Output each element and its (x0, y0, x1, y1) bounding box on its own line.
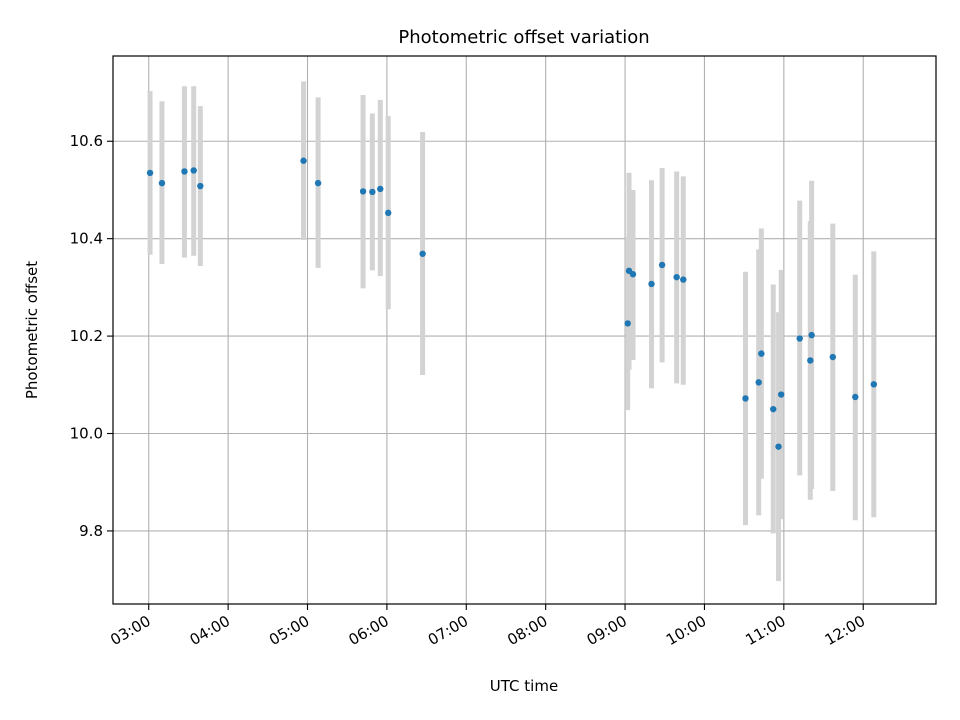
plot-frame (112, 55, 937, 605)
data-point (755, 379, 762, 386)
data-point (807, 357, 814, 364)
chart-title: Photometric offset variation (398, 27, 649, 48)
data-point (629, 271, 637, 278)
data-point (369, 188, 376, 196)
data-point (648, 280, 655, 288)
y-tick-label: 10.2 (70, 327, 103, 345)
data-point (852, 393, 859, 401)
data-point (770, 405, 777, 413)
data-point (197, 182, 204, 190)
y-tick-label: 9.8 (79, 522, 103, 540)
data-point (624, 320, 631, 327)
data-point (146, 169, 154, 177)
data-point (181, 168, 188, 175)
data-point (658, 261, 666, 269)
data-point (796, 335, 803, 342)
data-point (808, 331, 815, 339)
y-tick-label: 10.0 (70, 425, 103, 443)
y-tick-label: 10.4 (70, 230, 103, 248)
data-point (870, 381, 878, 388)
data-point (777, 391, 785, 398)
data-point (742, 395, 749, 402)
data-point (377, 185, 384, 193)
y-axis-label: Photometric offset (23, 261, 41, 399)
data-point (680, 276, 687, 283)
data-point (758, 350, 765, 357)
data-point (829, 353, 836, 361)
data-point (775, 443, 782, 450)
data-points (146, 157, 878, 450)
grid (113, 56, 936, 604)
y-axis: 9.8 10.0 10.2 10.4 10.6 (70, 132, 113, 540)
data-point (385, 209, 392, 217)
data-point (158, 179, 166, 187)
data-point (190, 167, 197, 174)
x-axis-label: UTC time (490, 677, 558, 695)
data-point (300, 157, 307, 164)
data-point (359, 188, 367, 195)
y-tick-label: 10.6 (70, 132, 103, 150)
data-point (673, 273, 680, 281)
data-point (314, 179, 322, 187)
data-point (419, 250, 426, 257)
